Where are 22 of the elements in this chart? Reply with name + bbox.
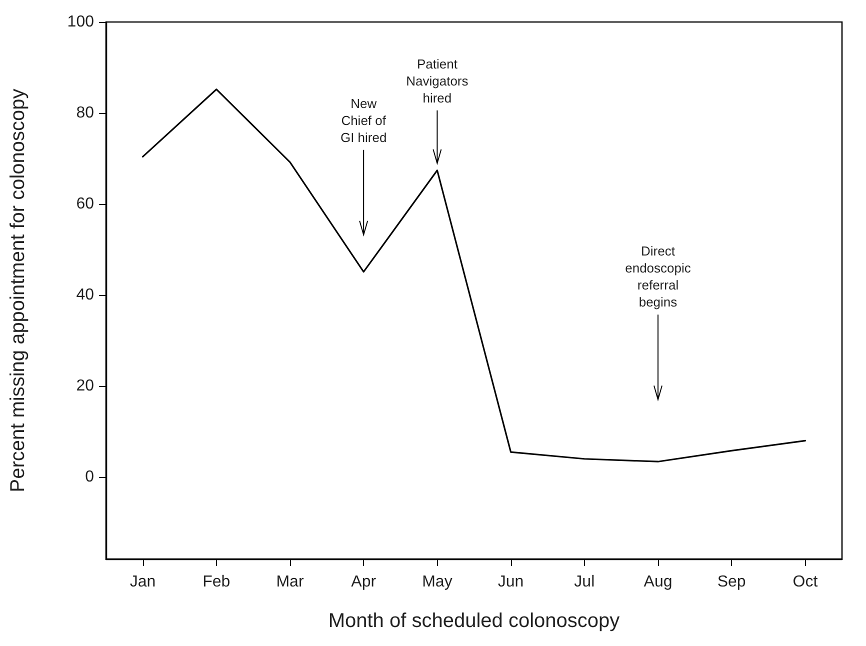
x-tick-label: Jul — [574, 574, 595, 590]
y-tick-label: 100 — [67, 14, 94, 30]
y-tick-label: 0 — [85, 468, 94, 486]
x-tick-label: Feb — [202, 574, 230, 590]
x-tick-label: Sep — [717, 574, 746, 590]
y-tick-label: 80 — [76, 104, 94, 122]
x-tick-label: May — [422, 574, 452, 590]
x-tick-label: Mar — [276, 574, 304, 590]
y-axis-title: Percent missing appointment for colonoscopy — [7, 88, 29, 492]
annotation: Patient Navigators hired — [406, 56, 469, 106]
annotation: Direct endoscopic referral begins — [625, 244, 692, 310]
y-tick-label: 40 — [76, 286, 94, 304]
annotation: New Chief of GI hired — [340, 96, 387, 145]
x-tick-label: Apr — [351, 574, 377, 590]
line-series — [142, 88, 806, 462]
x-tick-label: Jun — [498, 574, 524, 590]
y-tick-label: 20 — [76, 378, 94, 395]
x-tick-label: Aug — [644, 574, 672, 590]
x-tick-label: Oct — [792, 574, 818, 590]
y-tick-label: 60 — [76, 196, 94, 213]
x-axis-title: Month of scheduled colonoscopy — [328, 610, 620, 632]
x-tick-label: Jan — [130, 574, 156, 590]
